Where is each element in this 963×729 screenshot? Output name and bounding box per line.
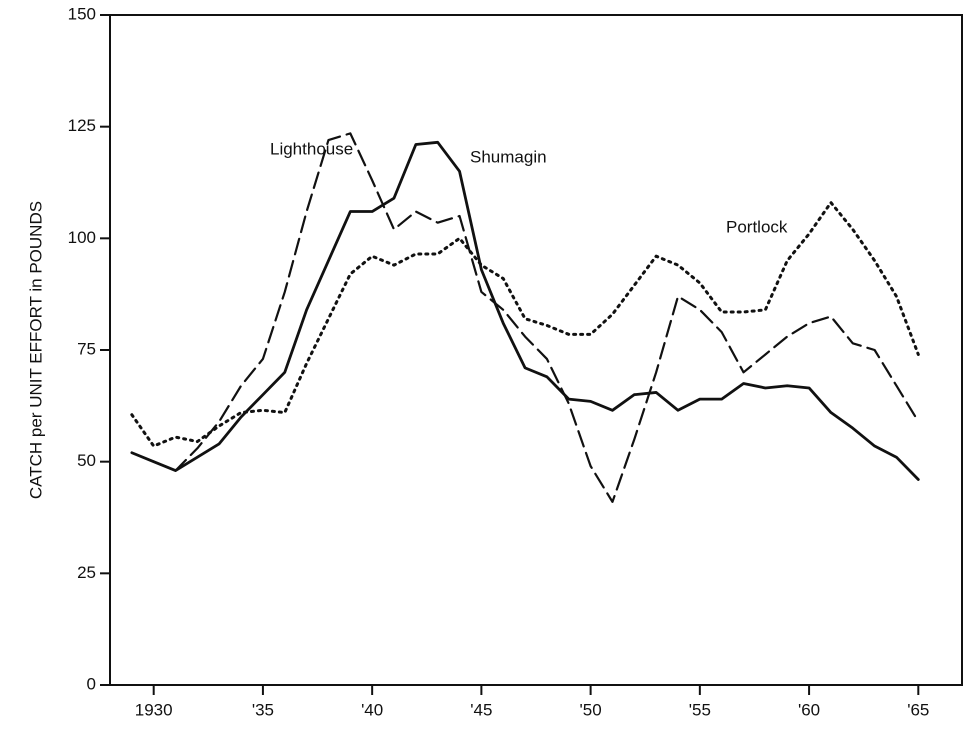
- y-tick-label: 75: [77, 339, 96, 358]
- x-tick-label: '40: [361, 700, 383, 719]
- y-tick-label: 25: [77, 563, 96, 582]
- x-tick-label: '65: [907, 700, 929, 719]
- series-label: Shumagin: [470, 147, 547, 166]
- y-tick-label: 100: [68, 228, 96, 247]
- plot-frame: [109, 14, 963, 686]
- series-label: Portlock: [726, 217, 788, 236]
- y-axis-label: CATCH per UNIT EFFORT in POUNDS: [26, 201, 45, 499]
- series-label: Lighthouse: [270, 139, 353, 158]
- y-tick-label: 125: [68, 116, 96, 135]
- x-tick-label: '60: [798, 700, 820, 719]
- x-tick-label: '45: [470, 700, 492, 719]
- series-line: [130, 132, 920, 503]
- y-tick-label: 50: [77, 451, 96, 470]
- series-line: [130, 140, 920, 481]
- y-tick-label: 150: [68, 4, 96, 23]
- x-tick-label: '50: [580, 700, 602, 719]
- x-tick-label: '35: [252, 700, 274, 719]
- y-tick-label: 0: [87, 674, 96, 693]
- x-tick-label: 1930: [135, 700, 173, 719]
- x-tick-label: '55: [689, 700, 711, 719]
